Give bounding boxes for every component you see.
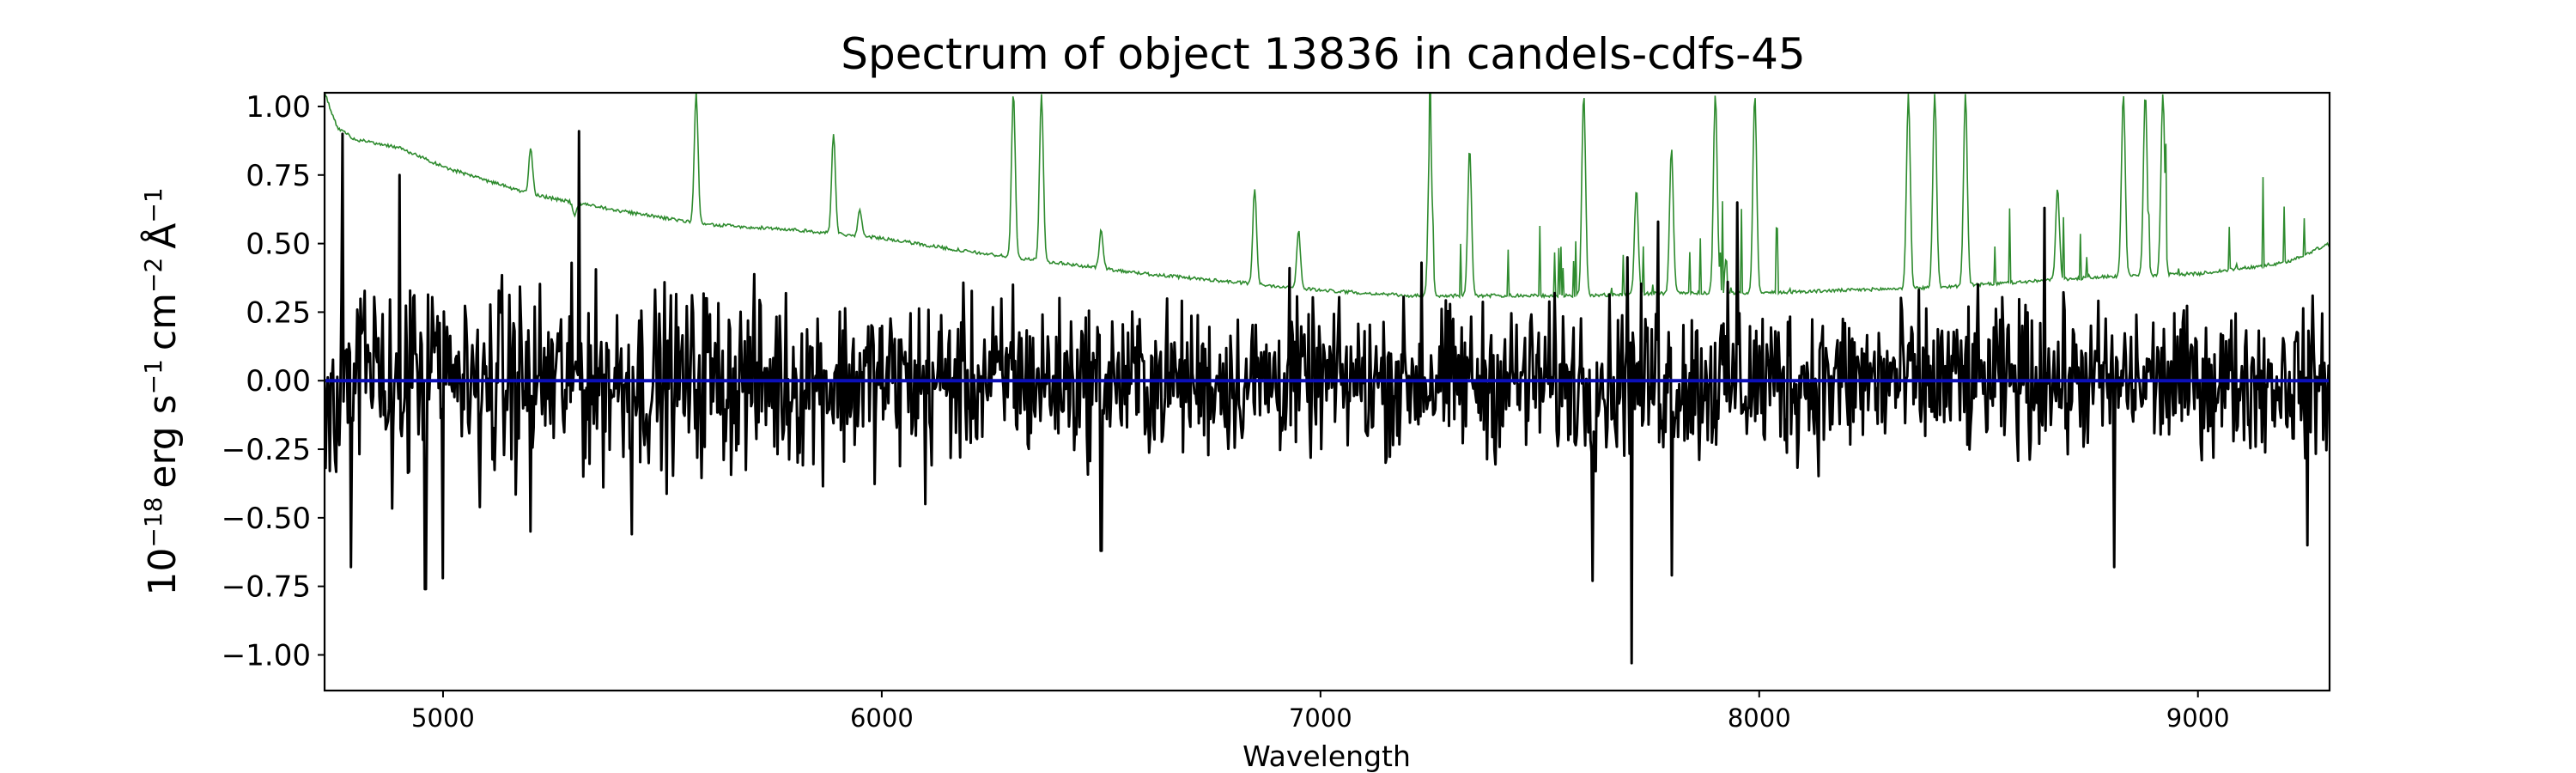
error-spectrum-line bbox=[325, 93, 2330, 300]
y-tick-label: 1.00 bbox=[246, 90, 311, 125]
x-tick-label: 7000 bbox=[1289, 703, 1352, 733]
y-tick-label: 0.25 bbox=[246, 295, 311, 330]
x-tick-label: 9000 bbox=[2166, 703, 2230, 733]
chart-title: Spectrum of object 13836 in candels-cdfs… bbox=[841, 29, 1806, 79]
y-label-unit2: cm bbox=[141, 293, 185, 350]
y-label-unit1: erg s bbox=[141, 394, 185, 488]
y-tick-label: −0.25 bbox=[222, 433, 311, 467]
y-label-exp: −18 bbox=[139, 497, 167, 548]
y-tick-label: 0.50 bbox=[246, 228, 311, 262]
y-label-unit2-exp: −2 bbox=[139, 258, 167, 293]
x-tick-label: 5000 bbox=[411, 703, 475, 733]
y-tick-label: 0.75 bbox=[246, 159, 311, 193]
y-label-unit1-exp: −1 bbox=[139, 359, 167, 394]
y-axis-label: 10−18erg s−1cm−2Å−1 bbox=[139, 187, 185, 595]
y-tick-label: 0.00 bbox=[246, 364, 311, 399]
y-label-unit3-exp: −1 bbox=[139, 187, 167, 222]
x-axis: 5000 6000 7000 8000 9000 bbox=[411, 691, 2230, 733]
y-tick-label: −0.50 bbox=[222, 502, 311, 536]
y-tick-label: −0.75 bbox=[222, 570, 311, 605]
x-tick-label: 8000 bbox=[1728, 703, 1791, 733]
y-tick-label: −1.00 bbox=[222, 638, 311, 673]
y-label-base: 10 bbox=[141, 548, 185, 596]
plot-frame bbox=[323, 91, 2331, 692]
x-tick-label: 6000 bbox=[850, 703, 914, 733]
y-axis: 1.00 0.75 0.50 0.25 0.00 −0.25 −0.50 −0.75 −1.00 bbox=[222, 90, 325, 673]
x-axis-label: Wavelength bbox=[1242, 740, 1411, 773]
y-label-unit3: Å bbox=[139, 223, 185, 249]
